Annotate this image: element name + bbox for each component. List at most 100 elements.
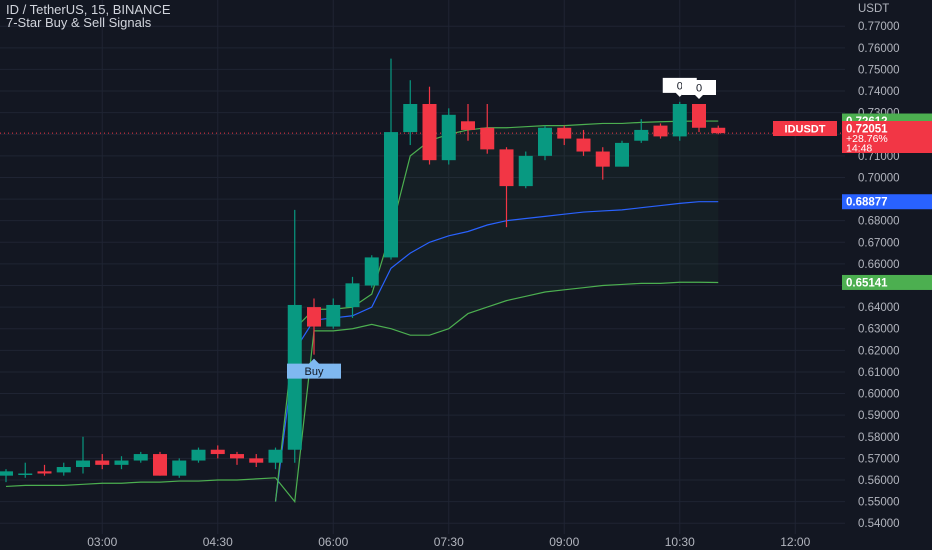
candle[interactable] <box>345 276 360 318</box>
candle[interactable] <box>95 454 110 470</box>
candle-body <box>153 454 167 476</box>
buy-signal: Buy <box>287 358 341 379</box>
candle-body <box>403 103 418 133</box>
indicator-line-0 <box>5 281 719 504</box>
y-tick-label: 0.71000 <box>858 151 900 163</box>
candle-body <box>711 127 726 134</box>
y-tick-label: 0.63000 <box>858 324 900 336</box>
candle-body <box>133 454 148 461</box>
candle[interactable] <box>210 445 225 459</box>
candle[interactable] <box>595 147 610 180</box>
candle-body <box>384 132 398 258</box>
candle[interactable] <box>37 464 52 476</box>
candle-body <box>76 460 90 468</box>
candle-body <box>37 471 52 474</box>
y-axis-title: USDT <box>858 3 889 15</box>
candle[interactable] <box>518 151 533 189</box>
candle[interactable] <box>711 125 726 135</box>
y-tick-label: 0.74000 <box>858 86 900 98</box>
price-tag-value: 0.68877 <box>846 197 888 209</box>
y-tick-label: 0.75000 <box>858 64 900 76</box>
candle[interactable] <box>307 298 321 355</box>
sell-signal: 0 <box>682 79 716 99</box>
candle-body <box>249 458 264 463</box>
candle-body <box>307 307 321 327</box>
time-axis[interactable]: 03:00 04:30 06:00 07:30 09:00 10:30 12:00 <box>87 535 810 549</box>
candle[interactable] <box>172 458 187 478</box>
candle[interactable] <box>480 103 495 154</box>
y-tick-label: 0.76000 <box>858 43 900 55</box>
candle[interactable] <box>538 125 552 161</box>
candle-body <box>56 467 71 473</box>
candle-body <box>210 449 225 455</box>
price-axis[interactable]: 0.770000.760000.750000.740000.730000.720… <box>858 3 900 530</box>
x-tick-label: 06:00 <box>318 535 348 549</box>
candle[interactable] <box>76 436 90 474</box>
indicator-title[interactable]: 7-Star Buy & Sell Signals <box>6 15 152 30</box>
candle-body <box>0 471 13 476</box>
current-price-value: 0.72051 <box>846 124 888 136</box>
candle[interactable] <box>634 119 649 143</box>
candle[interactable] <box>441 108 456 165</box>
candle[interactable] <box>422 86 437 165</box>
candle[interactable] <box>672 101 687 141</box>
candle[interactable] <box>18 462 33 478</box>
candle[interactable] <box>615 140 629 167</box>
candle[interactable] <box>191 447 206 463</box>
symbol-title[interactable]: ID / TetherUS, 15, BINANCE <box>6 2 171 17</box>
y-tick-label: 0.70000 <box>858 172 900 184</box>
candle[interactable] <box>0 469 13 483</box>
candle-body <box>692 103 706 128</box>
candle[interactable] <box>114 456 129 470</box>
candle-body <box>595 151 610 167</box>
candle[interactable] <box>692 103 706 133</box>
candle[interactable] <box>653 123 668 139</box>
x-tick-label: 09:00 <box>549 535 579 549</box>
candle[interactable] <box>249 454 264 468</box>
candle[interactable] <box>230 451 244 465</box>
candle-body <box>268 449 283 463</box>
candle-body <box>114 460 129 465</box>
candle[interactable] <box>153 451 167 476</box>
y-tick-label: 0.66000 <box>858 259 900 271</box>
y-tick-label: 0.58000 <box>858 432 900 444</box>
candle-body <box>557 127 572 139</box>
y-tick-label: 0.64000 <box>858 302 900 314</box>
candle[interactable] <box>56 462 71 476</box>
candle[interactable] <box>326 298 341 329</box>
candle-body <box>18 473 33 475</box>
y-tick-label: 0.59000 <box>858 410 900 422</box>
indicator-line-1 <box>274 201 719 502</box>
buy-signal-text: Buy <box>305 366 324 378</box>
candle[interactable] <box>268 447 283 470</box>
candle[interactable] <box>576 129 591 156</box>
candle-body <box>672 103 687 137</box>
y-tick-label: 0.55000 <box>858 497 900 509</box>
current-price-bg <box>842 121 932 153</box>
candle-body <box>518 155 533 187</box>
candle[interactable] <box>287 209 302 463</box>
candle[interactable] <box>557 125 572 146</box>
sell-signal-text: 0 <box>696 82 702 94</box>
price-tag-bg <box>842 274 932 290</box>
y-tick-label: 0.67000 <box>858 237 900 249</box>
candle-body <box>441 114 456 161</box>
indicator-line-2 <box>274 120 719 502</box>
y-tick-label: 0.62000 <box>858 345 900 357</box>
candle[interactable] <box>499 147 514 228</box>
candle[interactable] <box>133 451 148 463</box>
candle[interactable] <box>461 103 475 141</box>
current-price-change: +28.76% <box>846 133 888 145</box>
candle[interactable] <box>403 80 418 146</box>
indicator-band-fill <box>294 121 719 502</box>
grid-lines <box>0 0 845 534</box>
candle-body <box>461 121 475 130</box>
x-tick-label: 10:30 <box>665 535 695 549</box>
symbol-tag-bg <box>773 121 837 136</box>
candle[interactable] <box>384 58 398 260</box>
sell-signal-bg <box>682 79 716 99</box>
candle[interactable] <box>364 255 379 288</box>
y-tick-label: 0.57000 <box>858 453 900 465</box>
